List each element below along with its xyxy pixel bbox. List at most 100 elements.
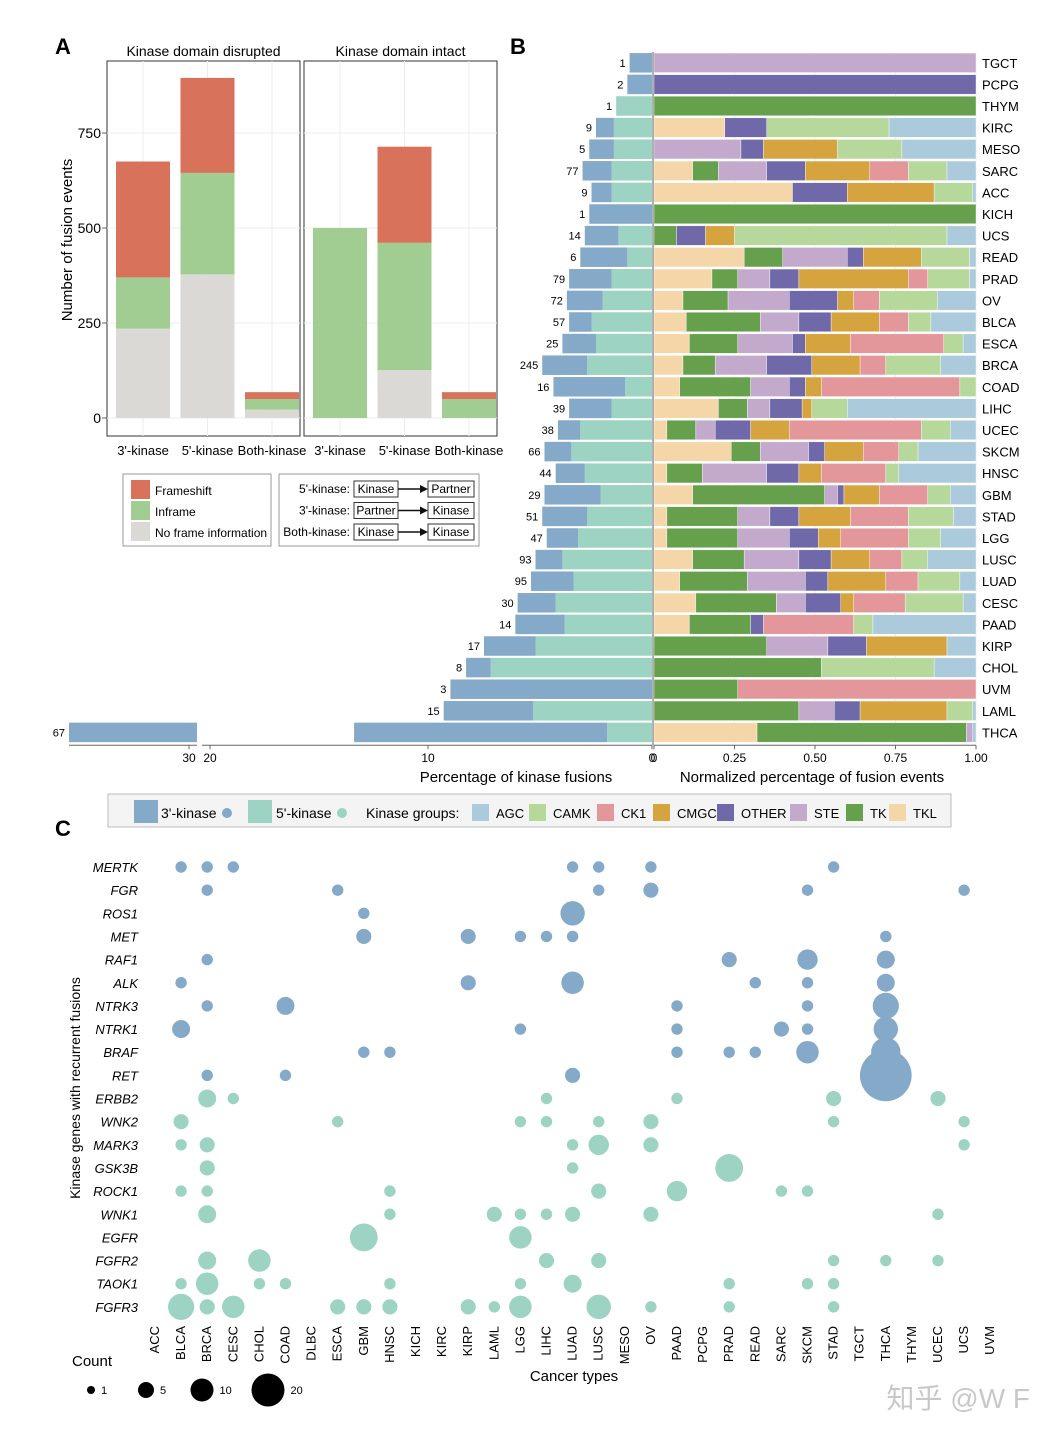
c-bubble bbox=[488, 1301, 500, 1313]
c-bubble bbox=[932, 1208, 944, 1220]
b-left-bar-5k bbox=[578, 528, 652, 548]
b-left-bar-3k bbox=[627, 74, 652, 95]
b-right-bar-ste bbox=[718, 160, 767, 181]
c-bubble bbox=[514, 1208, 527, 1220]
c-bubble bbox=[358, 907, 370, 919]
b-right-bar-ck1 bbox=[840, 528, 909, 548]
b-cancer-label: SARC bbox=[982, 164, 1018, 179]
c-bubble bbox=[827, 1301, 840, 1313]
a-ytick-label: 0 bbox=[93, 410, 101, 426]
a-ylabel: Number of fusion events bbox=[59, 159, 76, 322]
b-cancer-label: KICH bbox=[982, 207, 1013, 222]
c-cancer-label: ESCA bbox=[330, 1326, 345, 1362]
a-scheme-label: Both-kinase: bbox=[283, 525, 350, 539]
b-left-bar-3k bbox=[466, 657, 491, 678]
a-xtick-label: 5'-kinase bbox=[379, 443, 431, 458]
c-bubble bbox=[199, 1137, 215, 1153]
b-right-bar-agc bbox=[962, 333, 977, 354]
b-right-bar-ck1 bbox=[737, 679, 977, 700]
b-right-bar-tkl bbox=[653, 614, 690, 635]
b-count-label: 25 bbox=[546, 339, 558, 351]
c-cancer-label: OV bbox=[643, 1326, 658, 1345]
b-count-label: 14 bbox=[569, 231, 581, 243]
b-right-bar-cmgc bbox=[798, 463, 822, 484]
b-right-bar-cmgc bbox=[843, 484, 880, 505]
b-right-bar-camk bbox=[943, 333, 964, 354]
legend-group-label: STE bbox=[814, 806, 840, 821]
b-right-bar-camk bbox=[908, 312, 932, 332]
legend-bc: 3'-kinase 5'-kinase Kinase groups: AGC CAMK C… bbox=[107, 793, 952, 828]
b-left-bar-3k bbox=[542, 355, 588, 375]
panel-b-label: B bbox=[510, 34, 526, 59]
b-cancer-label: HNSC bbox=[982, 466, 1019, 481]
legend-k5-label: 5'-kinase bbox=[276, 805, 332, 821]
legend-group-swatch bbox=[653, 804, 670, 821]
b-left-bar-3k bbox=[562, 333, 596, 354]
b-left-bar-3k bbox=[584, 225, 619, 246]
c-bubble bbox=[872, 992, 899, 1020]
c-cancer-label: BRCA bbox=[199, 1326, 214, 1362]
b-cancer-label: GBM bbox=[982, 488, 1012, 503]
b-right-bar-camk bbox=[946, 700, 973, 721]
b-cancer-label: UCEC bbox=[982, 423, 1019, 438]
b-left-bar-3k bbox=[531, 571, 574, 591]
b-cancer-label: MESO bbox=[982, 142, 1020, 157]
c-gene-label: ROCK1 bbox=[93, 1184, 138, 1199]
b-right-bar-tk bbox=[711, 268, 738, 289]
b-right-bar-ste bbox=[737, 506, 771, 527]
b-left-bar-3k bbox=[580, 247, 628, 267]
b-right-bar-agc bbox=[969, 268, 977, 289]
b-right-bar-ck1 bbox=[885, 571, 919, 592]
c-bubble bbox=[588, 1134, 609, 1156]
b-right-bar-agc bbox=[933, 657, 977, 678]
b-count-label: 14 bbox=[499, 619, 511, 631]
a-ytick-label: 250 bbox=[78, 315, 102, 331]
b-right-bar-camk bbox=[921, 247, 970, 268]
c-bubble bbox=[566, 930, 579, 943]
b-right-bar-other bbox=[789, 376, 806, 397]
b-right-bar-ck1 bbox=[789, 420, 922, 440]
c-cancer-label: LIHC bbox=[539, 1326, 554, 1356]
c-size-legend-dot bbox=[87, 1386, 95, 1394]
c-bubble bbox=[253, 1278, 266, 1290]
b-right-bar-other bbox=[798, 549, 832, 570]
b-right-bar-ste bbox=[776, 592, 806, 613]
b-right-tick-label: 0.50 bbox=[803, 751, 827, 765]
c-gene-label: FGFR2 bbox=[95, 1254, 138, 1269]
b-left-bar-3k bbox=[629, 53, 652, 73]
c-bubble bbox=[859, 1049, 912, 1102]
c-bubble bbox=[384, 1046, 396, 1058]
c-bubble bbox=[198, 1089, 217, 1108]
c-bubble bbox=[509, 1295, 532, 1319]
b-right-tick-label: 0.75 bbox=[884, 751, 908, 765]
b-count-label: 67 bbox=[53, 727, 65, 739]
b-left-bar-3k bbox=[566, 290, 603, 311]
b-left-bar-3k bbox=[582, 161, 612, 181]
c-bubble bbox=[775, 1185, 788, 1197]
c-bubble bbox=[565, 1067, 581, 1083]
b-right-bar-tk bbox=[743, 247, 783, 268]
c-bubble bbox=[565, 1206, 581, 1222]
b-left-bar-3k bbox=[544, 485, 601, 505]
b-right-bar-ste bbox=[737, 268, 771, 289]
c-cancer-label: GBM bbox=[356, 1326, 371, 1356]
c-bubble bbox=[586, 1294, 611, 1320]
a-bar-segment bbox=[245, 399, 299, 410]
b-left-bar-3k bbox=[517, 593, 556, 613]
b-left-bar-5k bbox=[627, 247, 652, 267]
b-right-bar-other bbox=[714, 420, 751, 440]
b-right-bar-other bbox=[789, 528, 819, 548]
b-right-bar-agc bbox=[959, 571, 977, 592]
c-bubble bbox=[175, 1278, 187, 1290]
c-bubble bbox=[349, 1223, 378, 1252]
b-right-bar-agc bbox=[972, 182, 977, 203]
c-bubble bbox=[540, 930, 553, 943]
b-right-bar-tk bbox=[689, 614, 751, 635]
c-bubble bbox=[222, 1295, 245, 1319]
c-bubble bbox=[201, 861, 213, 873]
b-right-bar-ck1 bbox=[869, 160, 909, 181]
c-bubble bbox=[797, 949, 818, 970]
b-right-bar-cmgc bbox=[763, 139, 838, 160]
b-right-bar-ste bbox=[727, 290, 790, 311]
c-bubble bbox=[566, 1139, 579, 1151]
